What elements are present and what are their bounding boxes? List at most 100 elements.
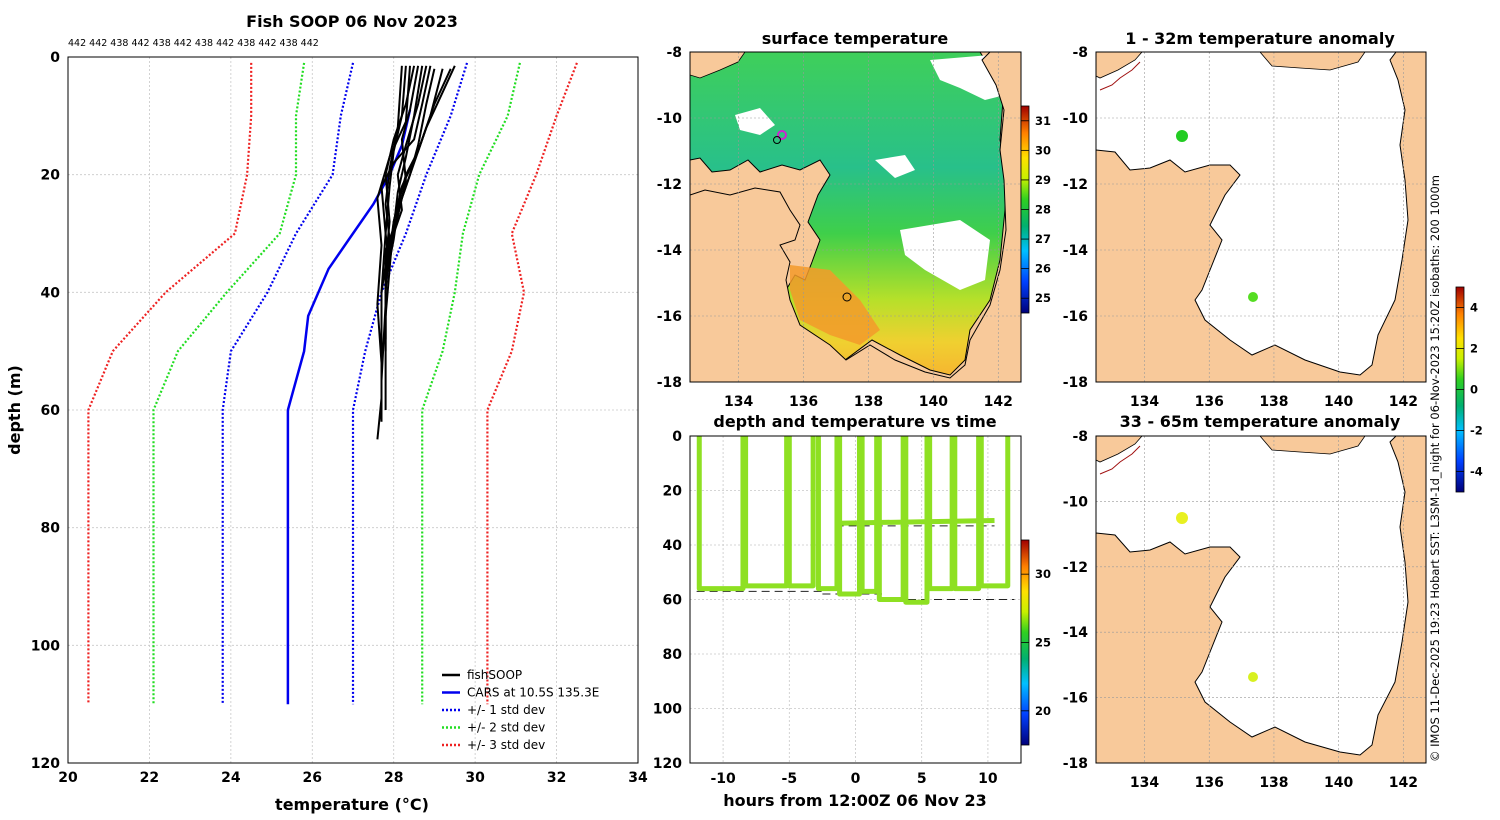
depth-time-haul-track xyxy=(696,436,746,592)
anomaly-shallow-map: 1 - 32m temperature anomaly 134 136 138 140… xyxy=(1063,29,1427,410)
depth-time-haul-track xyxy=(927,436,955,592)
profile-series-line xyxy=(286,109,412,705)
profile-legend: fishSOOP CARS at 10.5S 135.3E +/- 1 std de… xyxy=(442,668,599,752)
sst-cloud-3 xyxy=(735,108,775,135)
sst-colorbar-tick-label: 29 xyxy=(1035,173,1051,187)
profile-series-line xyxy=(486,62,578,705)
profile-series-line xyxy=(421,62,521,705)
anomaly-deep-title: 33 - 65m temperature anomaly xyxy=(1120,412,1401,431)
anomaly-colorbar-tick-label: 0 xyxy=(1470,383,1478,397)
depth-time-haul-track xyxy=(952,436,982,592)
sst-station-marker-1 xyxy=(773,136,781,144)
sst-colorbar-tick-label: 27 xyxy=(1035,232,1051,246)
legend-label: fishSOOP xyxy=(467,668,522,682)
credit-text: © IMOS 11-Dec-2025 19:23 Hobart SST: L3S… xyxy=(1428,175,1442,762)
profile-y-tick-label: 120 xyxy=(31,756,60,772)
map-x-tick-label: 140 xyxy=(919,394,948,410)
map-y-tick-label: -18 xyxy=(657,375,682,391)
sst-colorbar-tick-label: 31 xyxy=(1035,114,1051,128)
map-y-tick-label: -12 xyxy=(657,177,682,193)
profile-plot-area xyxy=(67,56,639,764)
map-x-tick-label: 134 xyxy=(1130,775,1159,791)
anomaly-colorbar-tick-label: 2 xyxy=(1470,342,1478,356)
profile-x-tick-label: 24 xyxy=(221,770,241,786)
sst-gulf-land xyxy=(690,52,1021,382)
anomaly-deep-map: 33 - 65m temperature anomaly 134 136 138 14… xyxy=(1063,412,1427,791)
anomaly-colorbar-tick-label: 4 xyxy=(1470,301,1478,315)
profile-chart-title: Fish SOOP 06 Nov 2023 xyxy=(246,12,458,31)
depth-time-haul-track xyxy=(876,436,906,602)
anomaly-colorbar-ticks: 4 2 0 -2 -4 xyxy=(1456,301,1483,479)
map-y-tick-label: -16 xyxy=(1063,309,1088,325)
profile-header-numbers: 442 442 438 442 438 442 438 442 438 442 … xyxy=(68,38,319,49)
profile-y-tick-label: 20 xyxy=(41,168,61,184)
anomaly-deep-point-2 xyxy=(1248,672,1258,682)
map-y-tick-label: -10 xyxy=(1063,111,1089,127)
anomaly-colorbar-tick-label: -4 xyxy=(1470,465,1483,479)
map-x-tick-label: 136 xyxy=(1195,394,1224,410)
sst-axis-ticks: 134 136 138 140 142 -8 -10 -12 -14 -16 -18 xyxy=(657,45,1013,410)
sst-cloud-2 xyxy=(900,220,990,290)
map-y-tick-label: -16 xyxy=(1063,691,1088,707)
sst-colorbar-tick-label: 28 xyxy=(1035,203,1051,217)
depth-time-haul-track xyxy=(743,436,790,589)
map-x-tick-label: 138 xyxy=(1259,775,1288,791)
depth-time-colorbar-ticks: 30 25 20 xyxy=(1021,567,1051,718)
depth-time-title: depth and temperature vs time xyxy=(713,412,996,431)
depth-time-gridlines xyxy=(690,435,1021,764)
depth-time-y-tick-label: 20 xyxy=(663,484,683,500)
profile-y-tick-label: 100 xyxy=(31,638,60,654)
legend-label: CARS at 10.5S 135.3E xyxy=(467,686,599,700)
anomaly-deep-river xyxy=(1099,445,1141,475)
anomaly-shallow-title: 1 - 32m temperature anomaly xyxy=(1125,29,1395,48)
depth-time-x-tick-label: -5 xyxy=(782,771,798,787)
map-y-tick-label: -8 xyxy=(1072,429,1088,445)
map-y-tick-label: -14 xyxy=(657,243,683,259)
map-x-tick-label: 138 xyxy=(1259,394,1288,410)
profile-series-line xyxy=(87,62,253,705)
depth-time-haul-track xyxy=(978,436,1011,589)
profile-x-tick-label: 28 xyxy=(384,770,403,786)
map-x-tick-label: 142 xyxy=(984,394,1013,410)
profile-x-axis-label: temperature (°C) xyxy=(275,795,429,814)
anomaly-shallow-point-2 xyxy=(1248,292,1258,302)
depth-time-colorbar-tick-label: 20 xyxy=(1035,704,1051,718)
depth-time-y-tick-label: 100 xyxy=(653,702,682,718)
map-x-tick-label: 136 xyxy=(789,394,818,410)
depth-time-haul-track xyxy=(837,436,862,597)
depth-time-x-axis-label: hours from 12:00Z 06 Nov 23 xyxy=(723,791,986,810)
sst-map-title: surface temperature xyxy=(762,29,949,48)
depth-time-y-tick-label: 0 xyxy=(672,429,682,445)
profile-x-axis-label-unit: (°C) xyxy=(395,795,429,814)
anomaly-shallow-land xyxy=(1096,52,1426,382)
profile-x-tick-label: 34 xyxy=(628,770,648,786)
fishsoop-profile-line xyxy=(380,65,432,269)
anomaly-shallow-river xyxy=(1099,61,1141,91)
map-y-tick-label: -12 xyxy=(1063,560,1088,576)
anomaly-deep-point-1 xyxy=(1176,512,1188,524)
fishsoop-profile-line xyxy=(380,65,403,393)
profile-y-tick-label: 0 xyxy=(50,50,60,66)
anomaly-deep-land xyxy=(1096,436,1426,763)
profile-x-tick-label: 30 xyxy=(465,770,485,786)
map-x-tick-label: 140 xyxy=(1324,394,1353,410)
depth-time-y-tick-label: 60 xyxy=(663,593,683,609)
fishsoop-profile-line xyxy=(384,65,424,340)
depth-time-y-tick-label: 80 xyxy=(663,647,683,663)
anomaly-deep-axis-ticks: 134 136 138 140 142 -8 -10 -12 -14 -16 -18 xyxy=(1063,429,1418,791)
map-y-tick-label: -12 xyxy=(1063,177,1088,193)
depth-time-x-tick-label: 10 xyxy=(978,771,998,787)
map-x-tick-label: 136 xyxy=(1195,775,1224,791)
anomaly-shallow-land-nw xyxy=(1096,52,1143,79)
map-y-tick-label: -18 xyxy=(1063,756,1088,772)
depth-time-chart: depth and temperature vs time -10 -5 0 5 100… xyxy=(653,412,1051,810)
anomaly-shallow-point-1 xyxy=(1176,130,1188,142)
map-x-tick-label: 140 xyxy=(1324,775,1353,791)
profile-y-tick-label: 60 xyxy=(41,403,61,419)
depth-time-haul-track xyxy=(815,436,840,592)
sst-map: surface temperature 134 136 138 140 142 -8 -10… xyxy=(657,29,1051,410)
profile-x-axis-label-text: temperature xyxy=(275,795,389,814)
fishsoop-profile-line xyxy=(384,65,416,410)
sst-colorbar-ticks: 31 30 29 28 27 26 25 xyxy=(1021,114,1051,305)
